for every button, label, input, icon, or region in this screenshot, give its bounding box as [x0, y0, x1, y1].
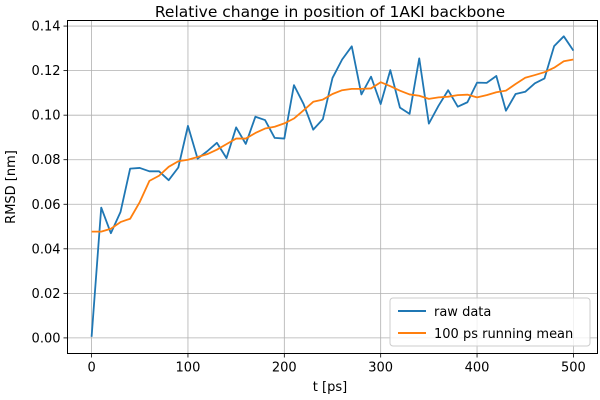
chart-title: Relative change in position of 1AKI back…	[155, 3, 505, 21]
plot-frame	[67, 20, 598, 354]
y-tick-label: 0.02	[32, 287, 61, 302]
x-tick-label: 100	[176, 361, 201, 376]
axis-ticks: 0 100 200 300 400 500 0.00 0.02 0.04 0.06 0.08 0.10…	[32, 20, 586, 376]
legend: raw data 100 ps running mean	[389, 297, 591, 347]
raw-data-line	[90, 35, 575, 337]
legend-label-raw-data: raw data	[434, 305, 491, 320]
y-tick-label: 0.04	[32, 242, 61, 257]
running-mean-line	[91, 58, 574, 233]
x-axis-label: t [ps]	[313, 380, 347, 395]
legend-box	[389, 297, 591, 347]
y-axis-label: RMSD [nm]	[4, 150, 19, 224]
legend-label-running-mean: 100 ps running mean	[434, 327, 573, 342]
x-tick-label: 0	[87, 361, 95, 376]
y-tick-label: 0.08	[32, 153, 61, 168]
x-tick-label: 300	[368, 361, 393, 376]
y-tick-label: 0.12	[32, 64, 61, 79]
y-tick-label: 0.00	[32, 331, 61, 346]
grid-lines	[67, 20, 598, 354]
x-tick-label: 500	[561, 361, 586, 376]
y-tick-label: 0.06	[32, 198, 61, 213]
x-tick-label: 200	[272, 361, 297, 376]
x-tick-label: 400	[465, 361, 490, 376]
series-lines	[90, 35, 575, 337]
y-tick-label: 0.14	[32, 20, 61, 35]
y-tick-label: 0.10	[32, 109, 61, 124]
